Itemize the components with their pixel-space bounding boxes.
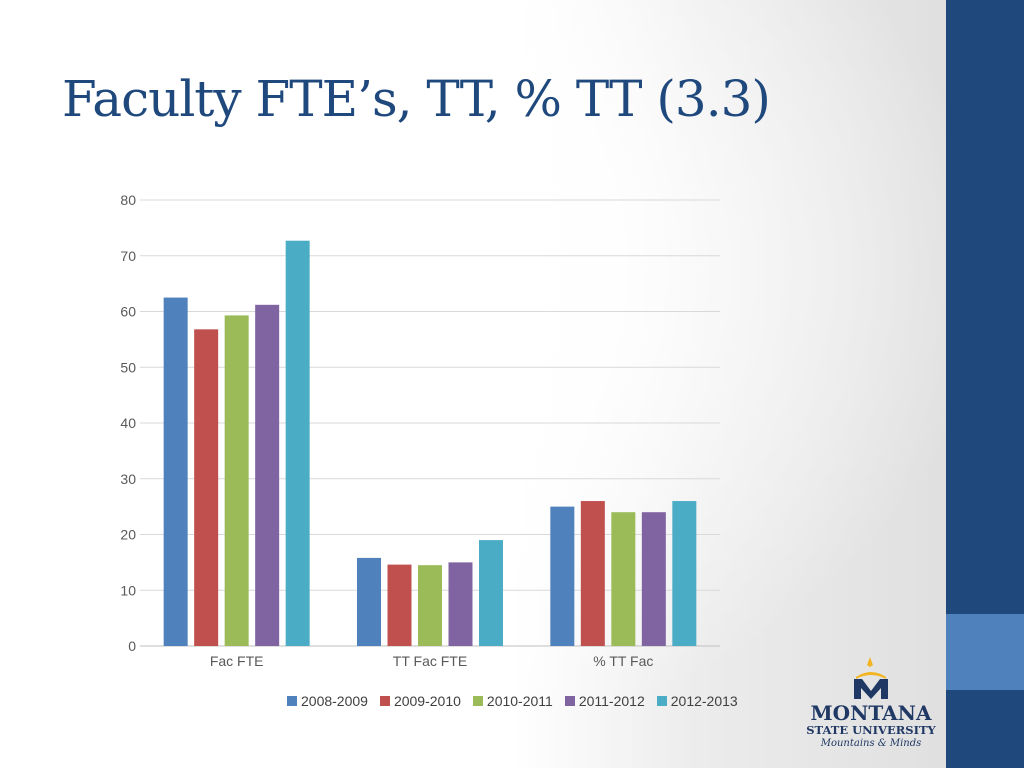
legend-item: 2010-2011 [472,693,553,709]
bar [224,315,249,646]
legend-label: 2009-2010 [393,693,461,709]
bar [194,329,219,646]
logo-montana: MONTANA [810,701,932,725]
legend-item: 2009-2010 [379,693,461,709]
x-category-label: TT Fac FTE [393,653,467,669]
bar [255,304,280,646]
msu-logo: MONTANA STATE UNIVERSITY Mountains & Min… [806,657,936,761]
x-category-label: Fac FTE [210,653,264,669]
legend-label: 2011-2012 [578,693,645,709]
legend-swatch [656,696,667,706]
chart-x-axis: Fac FTE TT Fac FTE % TT Fac [210,653,654,669]
chart-bars [163,240,697,646]
bar [550,506,575,646]
bar [479,540,503,646]
chart-legend: 2008-2009 2009-2010 2010-2011 2011-2012 2012… [287,693,738,709]
y-tick-label: 80 [120,192,136,208]
legend-label: 2008-2009 [301,693,368,709]
msu-m-icon [854,657,888,699]
slide-title: Faculty FTE’s, TT, % TT (3.3) [62,70,771,128]
legend-item: 2012-2013 [656,693,738,709]
logo-tagline: Mountains & Minds [820,738,922,749]
legend-swatch [472,696,483,706]
legend-item: 2011-2012 [564,693,645,709]
y-tick-label: 20 [120,527,136,543]
bar [285,240,310,646]
legend-swatch [379,696,390,706]
x-category-label: % TT Fac [593,653,653,669]
y-tick-label: 30 [120,471,136,487]
logo-state-university: STATE UNIVERSITY [806,723,936,737]
bar [580,501,605,646]
chart-y-axis: 0 10 20 30 40 50 60 70 80 [120,192,136,654]
legend-swatch [287,696,297,706]
y-tick-label: 40 [120,415,136,431]
y-tick-label: 10 [120,582,136,598]
legend-label: 2012-2013 [670,693,738,709]
right-accent-highlight [946,614,1024,690]
bar [163,297,188,646]
legend-swatch [564,696,575,706]
bar [418,565,442,646]
y-tick-label: 50 [120,359,136,375]
y-tick-label: 70 [120,248,136,264]
bar [611,512,636,646]
bar [387,564,412,646]
y-tick-label: 60 [120,304,136,320]
bar [357,557,381,646]
legend-item: 2008-2009 [287,693,368,709]
bar [672,501,697,646]
bar [448,562,473,646]
legend-label: 2010-2011 [486,693,553,709]
y-tick-label: 0 [128,638,136,654]
bar [641,512,666,646]
